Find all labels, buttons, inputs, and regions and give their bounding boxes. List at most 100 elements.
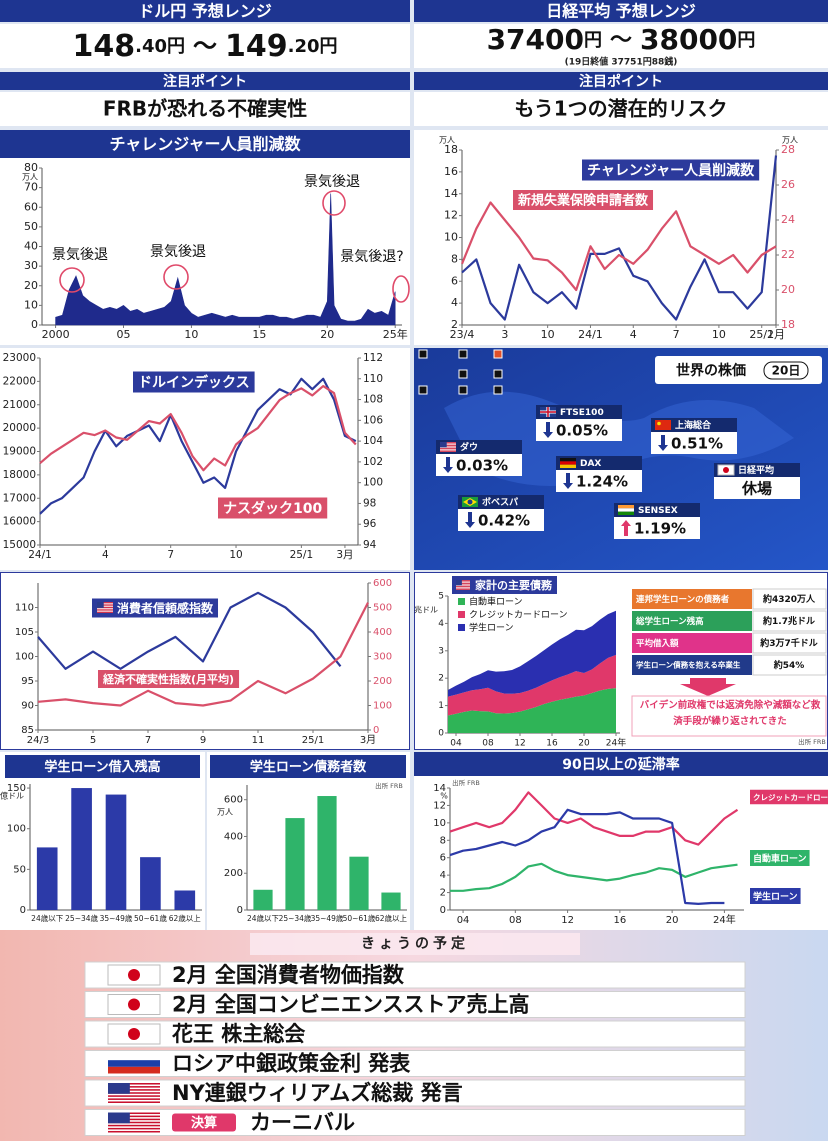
ws-change: 0.51% bbox=[671, 435, 723, 453]
y-tick-label: 100 bbox=[15, 652, 34, 663]
y-tick-label: 80 bbox=[24, 161, 38, 174]
range-part: 円 bbox=[584, 30, 602, 51]
ws-head bbox=[536, 405, 622, 419]
panel-border bbox=[0, 572, 410, 750]
title-bar bbox=[414, 0, 828, 22]
ws-head bbox=[556, 456, 642, 470]
badge bbox=[172, 1113, 236, 1132]
x-tick-label: 7 bbox=[167, 549, 174, 561]
x-tick-label: 08 bbox=[509, 915, 522, 926]
title: 注目ポイント bbox=[163, 73, 247, 90]
y-tick-label: 14 bbox=[433, 783, 446, 794]
y-tick-label: 2 bbox=[438, 674, 444, 684]
bar bbox=[140, 857, 161, 910]
table-label: 平均借入額 bbox=[636, 638, 679, 649]
ws-arrow bbox=[465, 512, 475, 528]
y2-tick-label: 106 bbox=[363, 414, 383, 426]
schedule-text: 花王 株主総会 bbox=[171, 1022, 306, 1046]
y-tick-label: 10 bbox=[24, 298, 38, 311]
x-tick-label: 16 bbox=[546, 739, 558, 749]
ws-name: SENSEX bbox=[638, 506, 678, 516]
ws-name: FTSE100 bbox=[560, 408, 604, 418]
flag bbox=[540, 407, 556, 417]
value-box bbox=[0, 24, 410, 68]
x-tick-label: 25~34歳 bbox=[279, 913, 312, 923]
bar bbox=[36, 847, 58, 910]
schedule-row bbox=[84, 1020, 746, 1048]
x-tick-label: 23/4 bbox=[450, 328, 475, 341]
series-label: 経済不確実性指数(月平均) bbox=[102, 672, 234, 686]
legend-swatch bbox=[458, 611, 465, 618]
x-tick-label: 11 bbox=[252, 735, 265, 746]
title-bar bbox=[414, 752, 828, 776]
ws-head bbox=[436, 440, 522, 454]
y-tick-label: 50 bbox=[24, 220, 38, 233]
y2-tick-label: 26 bbox=[781, 178, 795, 191]
y-tick-label: 8 bbox=[440, 835, 446, 846]
y2-tick-label: 100 bbox=[373, 701, 392, 712]
y-tick-label: 17000 bbox=[3, 492, 36, 504]
x-tick-label: 25/1 bbox=[749, 328, 774, 341]
flag-part bbox=[456, 581, 470, 583]
flag-part bbox=[440, 442, 447, 448]
table-value: 約54% bbox=[773, 659, 805, 671]
y2-tick-label: 110 bbox=[363, 373, 383, 385]
y-tick-label: 200 bbox=[224, 868, 243, 879]
schedule-row bbox=[84, 1050, 746, 1077]
flag bbox=[560, 458, 576, 468]
bar bbox=[71, 788, 92, 910]
y2-unit: 万人 bbox=[782, 136, 798, 145]
flag-part bbox=[97, 612, 113, 613]
flag bbox=[440, 442, 456, 452]
x-tick-label: 7 bbox=[145, 735, 151, 746]
y-tick-label: 110 bbox=[15, 603, 34, 614]
y-tick-label: 50 bbox=[13, 864, 26, 875]
ws-title: 世界の株価 bbox=[676, 362, 746, 379]
y-tick-label: 150 bbox=[7, 783, 26, 794]
schedule-text: NY連銀ウィリアムズ総裁 発言 bbox=[172, 1081, 463, 1105]
ws-change: 0.05% bbox=[556, 422, 608, 440]
handle bbox=[458, 369, 468, 379]
y2-tick-label: 300 bbox=[373, 652, 392, 663]
y2-tick-label: 24 bbox=[781, 213, 795, 226]
x-tick-label: 3 bbox=[501, 328, 508, 341]
range-part: 149 bbox=[225, 29, 288, 64]
flag-part bbox=[560, 464, 576, 468]
y2-tick-label: 94 bbox=[363, 539, 377, 551]
series-line bbox=[37, 602, 369, 707]
series-line bbox=[37, 591, 342, 670]
x-tick-label: 25~34歳 bbox=[65, 913, 98, 923]
table-value: 約1.7兆ドル bbox=[762, 615, 815, 627]
source: 出所 FRB bbox=[375, 781, 403, 790]
x-tick-label: 35~49歳 bbox=[100, 913, 133, 923]
series-label: 自動車ローン bbox=[753, 853, 807, 865]
point-text: もう1つの潜在的リスク bbox=[514, 97, 727, 121]
y2-tick-label: 28 bbox=[781, 143, 795, 156]
x-tick-label: 08 bbox=[482, 739, 494, 749]
y-unit: 万人 bbox=[217, 808, 233, 817]
ws-change: 休場 bbox=[741, 480, 772, 498]
x-tick-label: 20 bbox=[320, 328, 334, 341]
x-tick-label: 9 bbox=[200, 735, 206, 746]
delinquency-panel: 90日以上の延滞率 0 2 4 6 8 10 12 14 04 08 12 16 20 24年% 出所 FRB… bbox=[414, 752, 828, 930]
table-cell bbox=[752, 610, 827, 632]
note-wrap: バイデン前政権では返済免除や減額など救済手段が繰り返されてきた bbox=[640, 700, 821, 727]
y-tick-label: 22000 bbox=[3, 375, 36, 387]
point-panel: 注目ポイント FRBが恐れる不確実性 bbox=[0, 72, 410, 126]
y-tick-label: 14 bbox=[444, 187, 458, 200]
table-cell bbox=[752, 654, 827, 676]
ws-head bbox=[614, 503, 700, 517]
ws-body bbox=[436, 454, 522, 476]
range-part: 148 bbox=[72, 29, 135, 64]
title: ドル円 予想レンジ bbox=[138, 2, 272, 21]
y-tick-label: 21000 bbox=[3, 399, 36, 411]
y-tick-label: 15000 bbox=[3, 539, 36, 551]
ws-name: ダウ bbox=[460, 441, 478, 453]
handle bbox=[418, 349, 428, 359]
y-unit: 万人 bbox=[439, 136, 455, 145]
flag bbox=[717, 464, 735, 476]
flag-part bbox=[440, 443, 456, 445]
